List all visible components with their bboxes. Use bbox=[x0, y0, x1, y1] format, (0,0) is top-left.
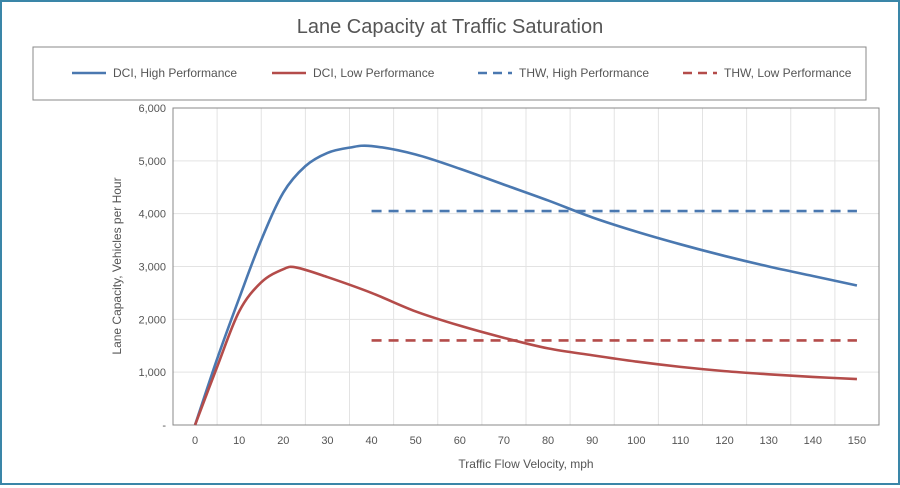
x-axis-label: Traffic Flow Velocity, mph bbox=[458, 457, 593, 471]
series-group bbox=[193, 144, 858, 426]
x-tick-label: 150 bbox=[848, 435, 866, 447]
x-tick-label: 120 bbox=[715, 435, 733, 447]
x-tick-label: 130 bbox=[760, 435, 778, 447]
y-tick-label: 6,000 bbox=[138, 103, 166, 115]
y-tick-label: 4,000 bbox=[138, 209, 166, 221]
y-axis-ticks: - 1,000 2,000 3,000 4,000 5,000 6,000 bbox=[138, 103, 166, 432]
x-tick-label: 40 bbox=[365, 435, 377, 447]
y-axis-label: Lane Capacity, Vehicles per Hour bbox=[110, 177, 124, 354]
x-tick-label: 100 bbox=[627, 435, 645, 447]
x-tick-label: 140 bbox=[804, 435, 822, 447]
x-tick-label: 90 bbox=[586, 435, 598, 447]
y-tick-label: 1,000 bbox=[138, 367, 166, 379]
legend-label-dci-high-performance: DCI, High Performance bbox=[113, 66, 237, 80]
x-tick-label: 0 bbox=[192, 435, 198, 447]
legend-label-dci-low-performance: DCI, Low Performance bbox=[313, 66, 435, 80]
legend: DCI, High Performance DCI, Low Performanc… bbox=[72, 66, 852, 80]
x-tick-label: 30 bbox=[321, 435, 333, 447]
x-tick-label: 60 bbox=[454, 435, 466, 447]
series-line-dci-high-performance bbox=[193, 144, 858, 426]
legend-box bbox=[32, 46, 867, 101]
legend-label-thw-high-performance: THW, High Performance bbox=[519, 66, 649, 80]
plot-area-border bbox=[172, 107, 880, 426]
x-tick-label: 70 bbox=[498, 435, 510, 447]
x-tick-label: 50 bbox=[410, 435, 422, 447]
x-axis-ticks: 0 10 20 30 40 50 60 70 80 90 100 110 120 130 140 150 bbox=[192, 435, 866, 447]
y-tick-label: 3,000 bbox=[138, 262, 166, 274]
x-tick-label: 80 bbox=[542, 435, 554, 447]
y-tick-label: 5,000 bbox=[138, 156, 166, 168]
y-tick-label: - bbox=[162, 420, 166, 432]
x-tick-label: 20 bbox=[277, 435, 289, 447]
x-tick-label: 10 bbox=[233, 435, 245, 447]
series-line-dci-low-performance bbox=[193, 265, 858, 426]
x-tick-label: 110 bbox=[672, 435, 690, 447]
chart-title: Lane Capacity at Traffic Saturation bbox=[297, 16, 603, 38]
legend-label-thw-low-performance: THW, Low Performance bbox=[724, 66, 852, 80]
y-tick-label: 2,000 bbox=[138, 314, 166, 326]
